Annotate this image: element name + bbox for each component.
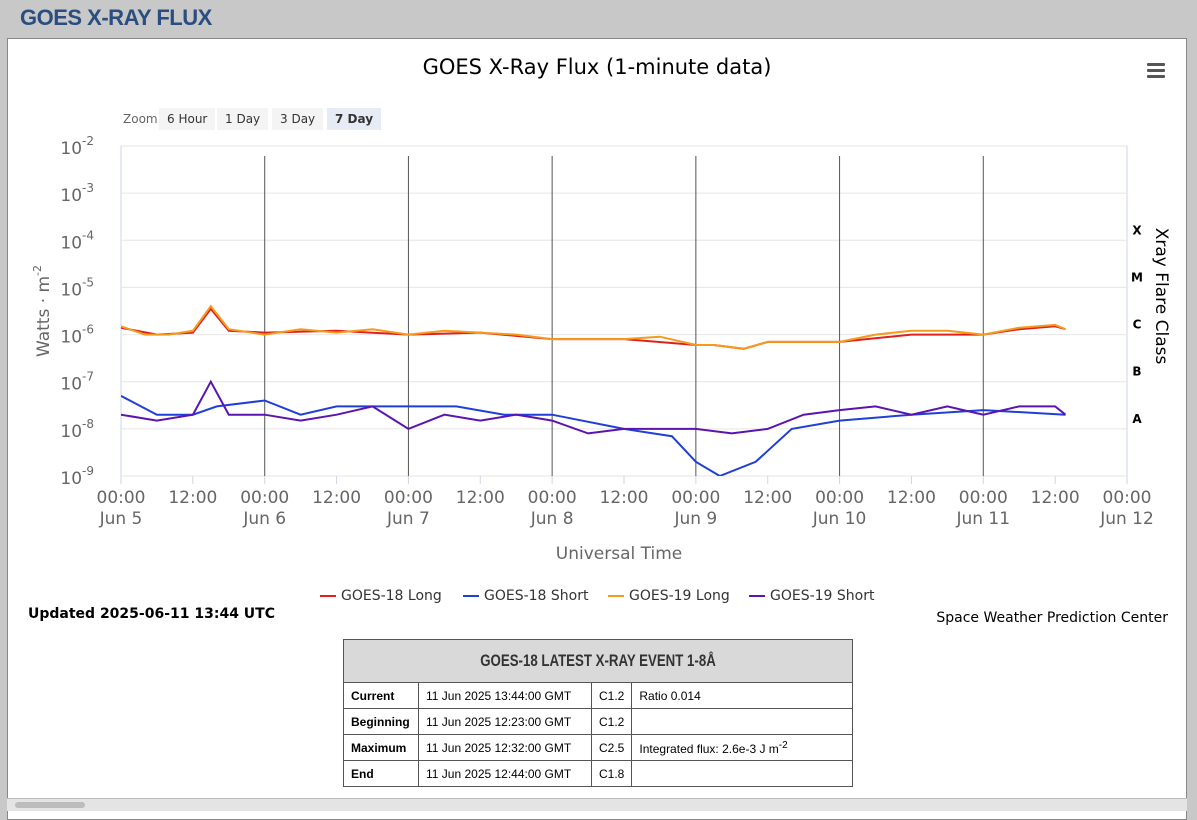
x-tick-date: Jun 12: [1099, 509, 1154, 529]
event-table-title: GOES-18 LATEST X-RAY EVENT 1-8Å: [343, 639, 853, 683]
y-tick-label: 10-3: [60, 181, 94, 206]
y-tick-label: 10-4: [60, 228, 94, 253]
row-extra: Integrated flux: 2.6e-3 J m-2: [631, 734, 853, 761]
x-tick-time: 00:00: [815, 488, 864, 508]
table-row: Maximum 11 Jun 2025 12:32:00 GMT C2.5 In…: [343, 734, 853, 761]
row-class: C1.2: [590, 682, 633, 709]
row-label: Current: [343, 682, 419, 709]
legend-label: GOES-18 Short: [484, 588, 589, 604]
row-time: 11 Jun 2025 12:44:00 GMT: [418, 760, 592, 787]
series-line-goes-19-long: [121, 304, 1066, 350]
legend-goes18-long[interactable]: GOES-18 Long: [320, 588, 442, 604]
row-class: C1.8: [590, 760, 633, 787]
x-tick-time: 12:00: [168, 488, 217, 508]
row-extra: [631, 760, 853, 787]
y-tick-label: 10-8: [60, 417, 94, 442]
x-tick-time: 12:00: [887, 488, 936, 508]
row-label: Beginning: [343, 708, 419, 735]
zoom-6-hour-button[interactable]: 6 Hour: [159, 108, 216, 130]
x-tick-date: Jun 10: [812, 509, 867, 529]
zoom-label: Zoom: [123, 112, 158, 126]
x-tick-time: 00:00: [97, 488, 146, 508]
legend-goes19-long[interactable]: GOES-19 Long: [608, 588, 730, 604]
xray-flux-chart: 10-210-310-410-510-610-710-810-900:00Jun…: [31, 134, 1171, 564]
x-tick-time: 00:00: [528, 488, 577, 508]
xray-event-table: GOES-18 LATEST X-RAY EVENT 1-8Å Current …: [343, 639, 853, 787]
zoom-1-day-button[interactable]: 1 Day: [217, 108, 269, 130]
zoom-7-day-button[interactable]: 7 Day: [327, 108, 382, 130]
hamburger-menu-icon[interactable]: [1147, 63, 1165, 79]
x-tick-time: 12:00: [600, 488, 649, 508]
table-row: Beginning 11 Jun 2025 12:23:00 GMT C1.2: [343, 708, 853, 735]
table-row: End 11 Jun 2025 12:44:00 GMT C1.8: [343, 760, 853, 787]
y-tick-label: 10-2: [60, 134, 94, 159]
row-extra: [631, 708, 853, 735]
y-tick-label: 10-6: [60, 323, 94, 348]
x-tick-time: 12:00: [1031, 488, 1080, 508]
row-class: C2.5: [590, 734, 633, 761]
x-tick-date: Jun 6: [242, 509, 286, 529]
row-class: C1.2: [590, 708, 633, 735]
chart-title: GOES X-Ray Flux (1-minute data): [422, 55, 772, 79]
row-time: 11 Jun 2025 12:32:00 GMT: [418, 734, 592, 761]
series-line-goes-19-short: [121, 379, 1067, 435]
y-tick-label: 10-9: [60, 464, 94, 489]
x-tick-time: 00:00: [1103, 488, 1152, 508]
chart-panel: GOES X-Ray Flux (1-minute data) 10-2 10-3…: [7, 38, 1187, 820]
x-axis-label: Universal Time: [556, 544, 682, 564]
x-tick-date: Jun 8: [530, 509, 574, 529]
x-tick-date: Jun 7: [386, 509, 430, 529]
y-tick-label: 10-7: [60, 370, 94, 395]
horizontal-scrollbar[interactable]: [7, 798, 1187, 811]
flare-class-label: A: [1132, 412, 1142, 426]
row-time: 11 Jun 2025 12:23:00 GMT: [418, 708, 592, 735]
credit-text: Space Weather Prediction Center: [936, 610, 1168, 626]
x-tick-time: 12:00: [456, 488, 505, 508]
x-tick-time: 12:00: [743, 488, 792, 508]
x-tick-date: Jun 11: [955, 509, 1010, 529]
flare-class-label: X: [1132, 223, 1142, 237]
page-title: GOES X-RAY FLUX: [20, 5, 212, 30]
row-label: End: [343, 760, 419, 787]
table-row: Current 11 Jun 2025 13:44:00 GMT C1.2 Ra…: [343, 682, 853, 709]
flare-class-label: C: [1133, 318, 1142, 332]
row-extra: Ratio 0.014: [631, 682, 853, 709]
right-axis-label: Xray Flare Class: [1151, 228, 1171, 365]
legend-label: GOES-18 Long: [341, 588, 442, 604]
legend-label: GOES-19 Long: [629, 588, 730, 604]
x-tick-date: Jun 9: [673, 509, 717, 529]
x-tick-time: 00:00: [384, 488, 433, 508]
legend-goes18-short[interactable]: GOES-18 Short: [463, 588, 589, 604]
x-tick-date: Jun 5: [99, 509, 143, 529]
x-tick-time: 00:00: [240, 488, 289, 508]
legend-goes19-short[interactable]: GOES-19 Short: [749, 588, 875, 604]
series-line-goes-18-short: [121, 395, 1066, 476]
plot-area: [120, 145, 1128, 477]
flare-class-label: B: [1132, 365, 1141, 379]
x-tick-time: 00:00: [959, 488, 1008, 508]
x-tick-time: 00:00: [671, 488, 720, 508]
zoom-3-day-button[interactable]: 3 Day: [272, 108, 324, 130]
y-tick-label: 10-5: [60, 275, 94, 300]
y-axis-label: Watts · m-2: [31, 265, 54, 357]
row-label: Maximum: [343, 734, 419, 761]
updated-timestamp: Updated 2025-06-11 13:44 UTC: [28, 606, 275, 622]
flare-class-label: M: [1131, 270, 1143, 284]
legend-label: GOES-19 Short: [770, 588, 875, 604]
x-tick-time: 12:00: [312, 488, 361, 508]
row-time: 11 Jun 2025 13:44:00 GMT: [418, 682, 592, 709]
